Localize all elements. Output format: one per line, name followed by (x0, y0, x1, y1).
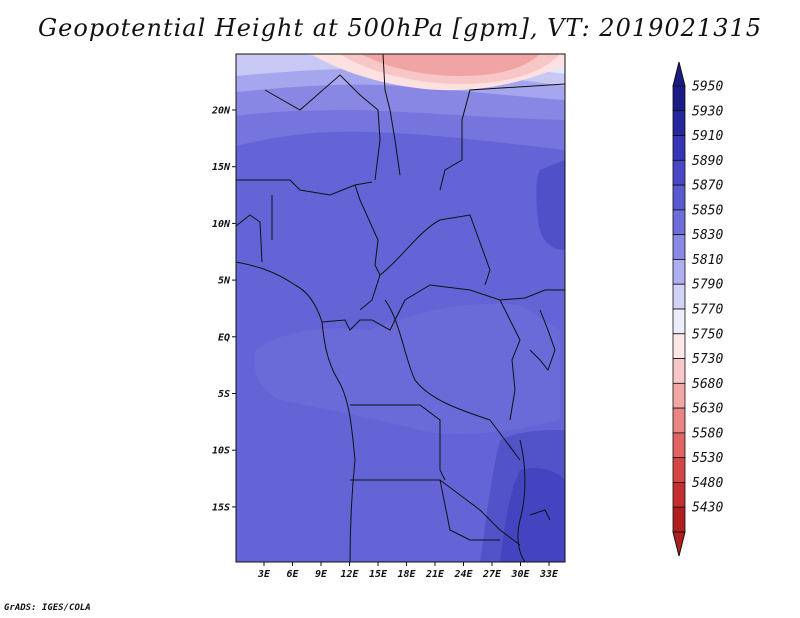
grads-credit: GrADS: IGES/COLA (4, 603, 91, 613)
colorbar-segment (672, 110, 686, 136)
colorbar-segment (672, 482, 686, 508)
colorbar-label: 5480 (692, 476, 723, 491)
longitude-axis: 3E 6E 9E 12E 15E 18E 21E 24E 27E 30E 33E (257, 562, 559, 580)
lon-tick-label: 15E (369, 569, 388, 580)
lon-tick-label: 12E (340, 569, 359, 580)
colorbar-segment (672, 85, 686, 112)
map-frame (235, 53, 566, 563)
colorbar-segment (672, 308, 686, 335)
colorbar-label: 5580 (692, 426, 723, 441)
coastlines-borders (236, 54, 565, 562)
colorbar-label: 5430 (692, 501, 723, 516)
colorbar-top-arrow (672, 61, 686, 87)
colorbar-label: 5790 (692, 278, 723, 293)
colorbar-label: 5890 (692, 154, 723, 169)
lat-tick-label: 10N (212, 219, 231, 230)
map-title: Geopotential Height at 500hPa [gpm], VT:… (38, 14, 762, 42)
colorbar-label: 5680 (692, 377, 723, 392)
lon-tick-label: 18E (397, 569, 416, 580)
lat-tick-label: EQ (218, 332, 230, 343)
colorbar-label: 5810 (692, 253, 723, 268)
colorbar-segment (672, 432, 686, 459)
colorbar-segment (672, 506, 686, 533)
lon-tick-label: 6E (286, 569, 299, 580)
colorbar-segment (672, 382, 686, 409)
colorbar-label: 5730 (692, 352, 723, 367)
lon-tick-label: 9E (315, 569, 328, 580)
lat-tick-label: 10S (212, 446, 230, 457)
colorbar-label: 5750 (692, 327, 723, 342)
colorbar-segment (672, 184, 686, 211)
colorbar-label: 5910 (692, 129, 723, 144)
colorbar-label: 5630 (692, 402, 723, 417)
lon-tick-label: 3E (257, 569, 271, 580)
lat-tick-label: 15S (212, 502, 230, 513)
colorbar-segment (672, 259, 686, 285)
colorbar-label: 5870 (692, 179, 723, 194)
lat-tick-label: 5N (218, 276, 231, 287)
colorbar-label: 5770 (692, 303, 723, 318)
colorbar-label: 5830 (692, 228, 723, 243)
colorbar-segment (672, 234, 686, 260)
colorbar-label: 5850 (692, 203, 723, 218)
lon-tick-label: 27E (482, 569, 502, 580)
lat-tick-label: 15N (212, 162, 231, 173)
lon-tick-label: 24E (453, 569, 473, 580)
colorbar-segment (672, 159, 686, 186)
colorbar-segment (672, 209, 686, 236)
colorbar-segment (672, 283, 686, 310)
lon-tick-label: 33E (539, 569, 559, 580)
colorbar-segment (672, 457, 686, 483)
colorbar-segment (672, 333, 686, 359)
colorbar-segment (672, 135, 686, 161)
colorbar-bottom-arrow (672, 531, 686, 557)
lat-tick-label: 5S (218, 389, 230, 400)
lon-tick-label: 21E (425, 569, 445, 580)
lat-tick-label: 20N (211, 106, 231, 117)
lon-tick-label: 30E (510, 569, 530, 580)
colorbar-label: 5930 (692, 104, 723, 119)
colorbar: 5950 5930 5910 5890 5870 5850 5830 5810 5790 5770… (672, 61, 723, 557)
latitude-axis: 20N 15N 10N 5N EQ 5S 10S 15S (211, 106, 236, 513)
colorbar-label: 5530 (692, 451, 723, 466)
colorbar-segment (672, 358, 686, 384)
colorbar-segment (672, 407, 686, 434)
colorbar-label: 5950 (692, 80, 723, 95)
